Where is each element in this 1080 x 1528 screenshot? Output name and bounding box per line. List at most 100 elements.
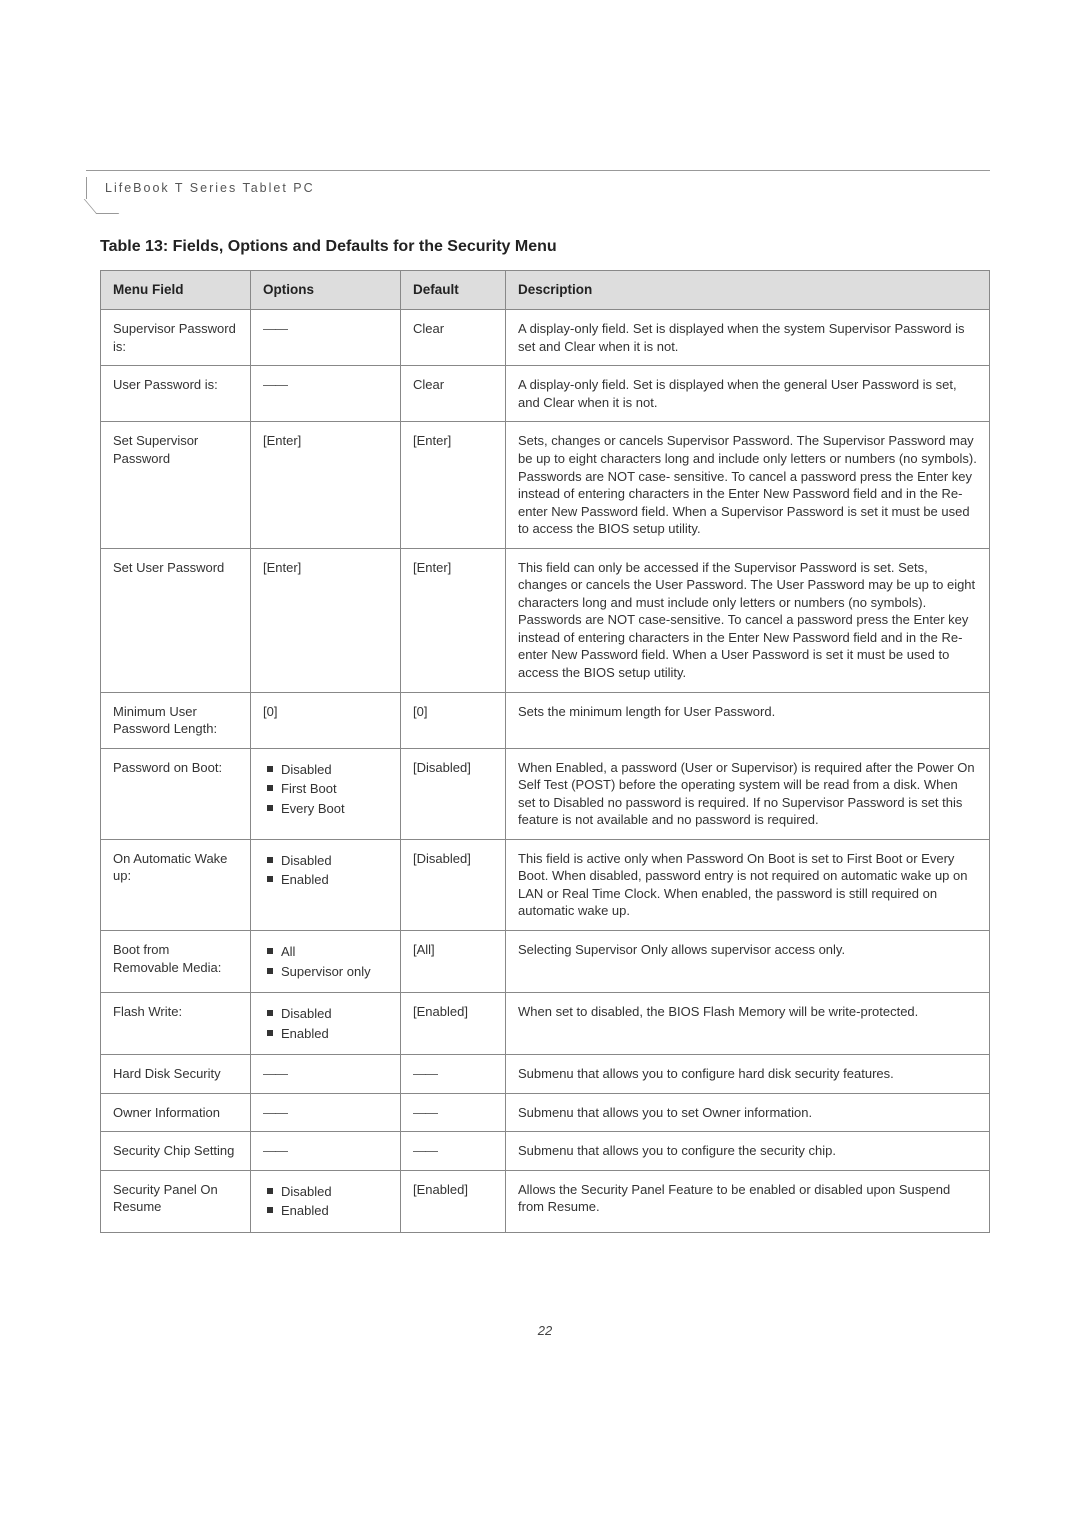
table-row: Set Supervisor Password[Enter][Enter]Set… <box>101 422 990 548</box>
cell-options: DisabledEnabled <box>251 839 401 930</box>
em-dash: —— <box>413 1105 437 1120</box>
option-item: First Boot <box>267 780 388 798</box>
table-row: On Automatic Wake up: DisabledEnabled [Dis… <box>101 839 990 930</box>
cell-options: —— <box>251 1093 401 1132</box>
cell-options: —— <box>251 366 401 422</box>
option-item: Enabled <box>267 1025 388 1043</box>
cell-field: Minimum User Password Length: <box>101 692 251 748</box>
option-item: Disabled <box>267 761 388 779</box>
cell-field: Security Panel On Resume <box>101 1170 251 1232</box>
options-list: DisabledFirst Boot Every Boot <box>263 761 388 818</box>
col-header-description: Description <box>506 271 990 310</box>
document-page: LifeBook T Series Tablet PC Table 13: Fi… <box>0 0 1080 1398</box>
option-item: Enabled <box>267 871 388 889</box>
option-item: Disabled <box>267 1183 388 1201</box>
cell-description: Sets, changes or cancels Supervisor Pass… <box>506 422 990 548</box>
cell-description: This field can only be accessed if the S… <box>506 548 990 692</box>
cell-default: [Enabled] <box>401 1170 506 1232</box>
em-dash: —— <box>263 1066 287 1081</box>
cell-description: Selecting Supervisor Only allows supervi… <box>506 930 990 992</box>
cell-default: —— <box>401 1055 506 1094</box>
table-body: Supervisor Password is: —— ClearA display-… <box>101 310 990 1233</box>
cell-field: Boot from Removable Media: <box>101 930 251 992</box>
table-row: Set User Password[Enter][Enter]This fiel… <box>101 548 990 692</box>
option-item: Supervisor only <box>267 963 388 981</box>
cell-default: —— <box>401 1132 506 1171</box>
cell-field: Owner Information <box>101 1093 251 1132</box>
cell-field: Security Chip Setting <box>101 1132 251 1171</box>
cell-default: [Enter] <box>401 422 506 548</box>
cell-default: [0] <box>401 692 506 748</box>
cell-field: Hard Disk Security <box>101 1055 251 1094</box>
cell-default: [Disabled] <box>401 839 506 930</box>
cell-field: Flash Write: <box>101 993 251 1055</box>
cell-default: [All] <box>401 930 506 992</box>
cell-description: This field is active only when Password … <box>506 839 990 930</box>
cell-field: User Password is: <box>101 366 251 422</box>
option-item: Disabled <box>267 852 388 870</box>
cell-default: Clear <box>401 366 506 422</box>
cell-description: Submenu that allows you to configure har… <box>506 1055 990 1094</box>
col-header-options: Options <box>251 271 401 310</box>
cell-description: When Enabled, a password (User or Superv… <box>506 748 990 839</box>
col-header-field: Menu Field <box>101 271 251 310</box>
em-dash: —— <box>413 1143 437 1158</box>
cell-field: On Automatic Wake up: <box>101 839 251 930</box>
page-number: 22 <box>100 1323 990 1338</box>
header-product-line: LifeBook T Series Tablet PC <box>86 177 990 199</box>
cell-default: [Enter] <box>401 548 506 692</box>
options-list: All Supervisor only <box>263 943 388 980</box>
cell-options: Disabled Enabled <box>251 993 401 1055</box>
header-rule <box>86 170 990 171</box>
cell-description: A display-only field. Set is displayed w… <box>506 310 990 366</box>
cell-description: Submenu that allows you to configure the… <box>506 1132 990 1171</box>
table-row: Boot from Removable Media: All Supervisor … <box>101 930 990 992</box>
cell-default: Clear <box>401 310 506 366</box>
table-row: Hard Disk Security —— —— Submenu that allow… <box>101 1055 990 1094</box>
cell-description: A display-only field. Set is displayed w… <box>506 366 990 422</box>
table-row: Minimum User Password Length:[0][0]Sets … <box>101 692 990 748</box>
cell-default: —— <box>401 1093 506 1132</box>
option-item: Every Boot <box>267 800 388 818</box>
em-dash: —— <box>413 1066 437 1081</box>
cell-options: —— <box>251 310 401 366</box>
cell-field: Supervisor Password is: <box>101 310 251 366</box>
cell-options: [Enter] <box>251 548 401 692</box>
table-title: Table 13: Fields, Options and Defaults f… <box>100 238 990 256</box>
cell-options: All Supervisor only <box>251 930 401 992</box>
em-dash: —— <box>263 321 287 336</box>
cell-field: Set User Password <box>101 548 251 692</box>
table-row: Security Chip Setting —— —— Submenu that al… <box>101 1132 990 1171</box>
table-row: User Password is: —— ClearA display-only f… <box>101 366 990 422</box>
options-list: Disabled Enabled <box>263 1005 388 1042</box>
cell-options: —— <box>251 1055 401 1094</box>
table-header-row: Menu Field Options Default Description <box>101 271 990 310</box>
cell-field: Password on Boot: <box>101 748 251 839</box>
col-header-default: Default <box>401 271 506 310</box>
cell-options: [Enter] <box>251 422 401 548</box>
cell-field: Set Supervisor Password <box>101 422 251 548</box>
cell-default: [Disabled] <box>401 748 506 839</box>
cell-default: [Enabled] <box>401 993 506 1055</box>
em-dash: —— <box>263 377 287 392</box>
table-row: Password on Boot: DisabledFirst Boot Every… <box>101 748 990 839</box>
cell-description: When set to disabled, the BIOS Flash Mem… <box>506 993 990 1055</box>
table-row: Security Panel On Resume DisabledEnabled [… <box>101 1170 990 1232</box>
table-row: Supervisor Password is: —— ClearA display-… <box>101 310 990 366</box>
options-list: DisabledEnabled <box>263 1183 388 1220</box>
header-notch <box>84 199 120 214</box>
table-row: Owner Information————Submenu that allows… <box>101 1093 990 1132</box>
options-list: DisabledEnabled <box>263 852 388 889</box>
em-dash: —— <box>263 1143 287 1158</box>
cell-options: —— <box>251 1132 401 1171</box>
cell-options: DisabledEnabled <box>251 1170 401 1232</box>
security-menu-table: Menu Field Options Default Description S… <box>100 270 990 1233</box>
cell-description: Sets the minimum length for User Passwor… <box>506 692 990 748</box>
table-row: Flash Write: Disabled Enabled [Enabled]When… <box>101 993 990 1055</box>
option-item: All <box>267 943 388 961</box>
cell-options: [0] <box>251 692 401 748</box>
option-item: Disabled <box>267 1005 388 1023</box>
em-dash: —— <box>263 1105 287 1120</box>
cell-description: Allows the Security Panel Feature to be … <box>506 1170 990 1232</box>
cell-options: DisabledFirst Boot Every Boot <box>251 748 401 839</box>
